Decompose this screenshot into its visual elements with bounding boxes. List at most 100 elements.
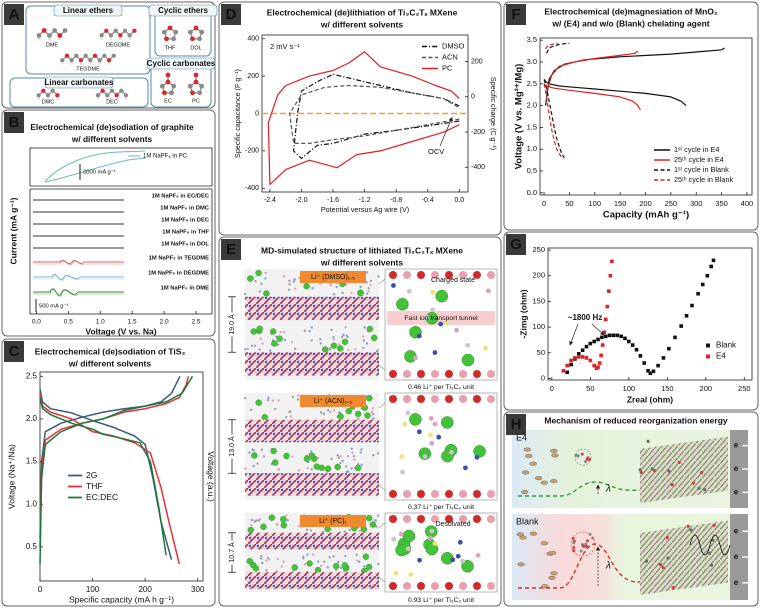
slab-atom [445,515,453,523]
slab-atom [487,395,495,403]
li-ion [270,447,277,455]
panel-letter: F [511,6,520,23]
molecule-label: DME [46,42,59,48]
solvent-atom [303,329,307,332]
scatter-point [696,291,700,296]
li-ion [365,514,373,522]
panel-letter-bg [221,239,241,260]
interface-atom [646,439,650,443]
solvent-atom [260,282,263,286]
legend-label: 1ˢᵗ cycle in E4 [674,145,719,154]
slab-atom [417,582,425,590]
solvent-atom [370,410,374,414]
li-ion [366,325,374,333]
zoom-line [378,402,386,409]
trace-label: 1M NaPF₆ in DEGDME [148,271,209,277]
atom [109,88,115,93]
slab-atom [487,515,495,523]
zoom-line [378,278,386,285]
legend-label: 1M NaPF₆ in PC [143,154,188,160]
legend-label: E4 [716,352,726,361]
solvent-atom [323,560,326,563]
panel-title: w/ different solvents [320,257,403,267]
solvent-atom [260,554,263,558]
panel-frame [218,1,502,236]
li-ion [251,452,258,459]
scatter-point [592,339,596,344]
x-axis-label: Zreal (ohm) [627,394,673,404]
atom [92,53,98,58]
y-tick-label: 200 [532,271,545,280]
cluster-atom [586,539,590,543]
atom [45,93,51,98]
interface-atom [665,536,669,540]
solvent-atom [337,411,341,414]
slab-atom [417,370,425,378]
solvent-atom [261,342,264,345]
solvent-atom [354,348,357,351]
trace [44,150,146,183]
li-ion [247,526,255,534]
series-line [293,73,460,159]
scale-label: 500 mA g⁻¹ [39,304,69,310]
solvent-atom [266,398,270,402]
slab-atom [473,490,481,498]
chart-title: w/ different solvents [320,19,403,29]
solvent-atom [367,289,370,293]
hydrogen [56,97,59,100]
trace-label: 1M NaPF₆ in DMC [160,206,210,212]
atom [99,33,104,38]
plot-frame [39,371,204,582]
slab-atom [389,490,397,498]
state-label: Desolvated [435,521,470,528]
scatter-point [679,324,683,328]
atom [161,29,167,35]
y2-axis-label: Voltage (a.u.) [206,451,216,502]
y-tick-label: 2.5 [26,371,38,380]
x-tick-label: 150 [614,199,627,208]
panel-letter-bg [506,414,526,435]
y-tick-label: 100 [532,322,545,331]
solvent-molecule [540,541,549,546]
slab-atom [445,582,453,590]
legend-label: PC [442,63,453,72]
solvent-atom [372,417,375,420]
solvent-atom [297,394,300,397]
x-tick-label: -2.0 [295,197,307,204]
spacing-label: 10.7 Å [227,542,236,563]
solvent-atom [344,325,347,329]
solvent-atom [375,350,379,353]
cluster-atom [580,452,584,456]
x-tick-label: 350 [715,199,728,208]
legend-label: DMSO [442,41,465,50]
solvent-atom [271,399,274,402]
li-ion [337,345,344,352]
hydrogen [119,37,122,40]
panel-letter-bg [4,4,24,25]
solvent-atom [356,559,359,562]
mxene-layer [245,419,379,443]
li-ion [402,529,416,543]
solvent-atom [355,553,358,557]
solvent-atom [259,337,263,340]
interface-atom [677,460,681,465]
x-tick-label: -2.4 [264,197,276,204]
scatter-point [607,333,612,338]
row-label: Blank [516,516,539,526]
solvent-molecule [548,550,557,555]
hydrogen [46,97,50,100]
slab-atom [403,515,411,523]
solvent-atom [399,454,405,459]
slab-atom [473,395,481,403]
x-axis-label: Capacity (mAh g⁻¹) [603,210,689,221]
scatter-point [565,370,570,375]
atom [197,90,202,96]
series-line [543,43,563,159]
hydrogen [100,37,103,40]
solvent-atom [248,451,251,454]
y-axis-label: -Zimg (ohm) [518,289,528,338]
atom [114,93,119,98]
slab-atom [417,515,425,523]
slab-atom [459,395,467,403]
x-tick-label: 200 [700,384,713,393]
